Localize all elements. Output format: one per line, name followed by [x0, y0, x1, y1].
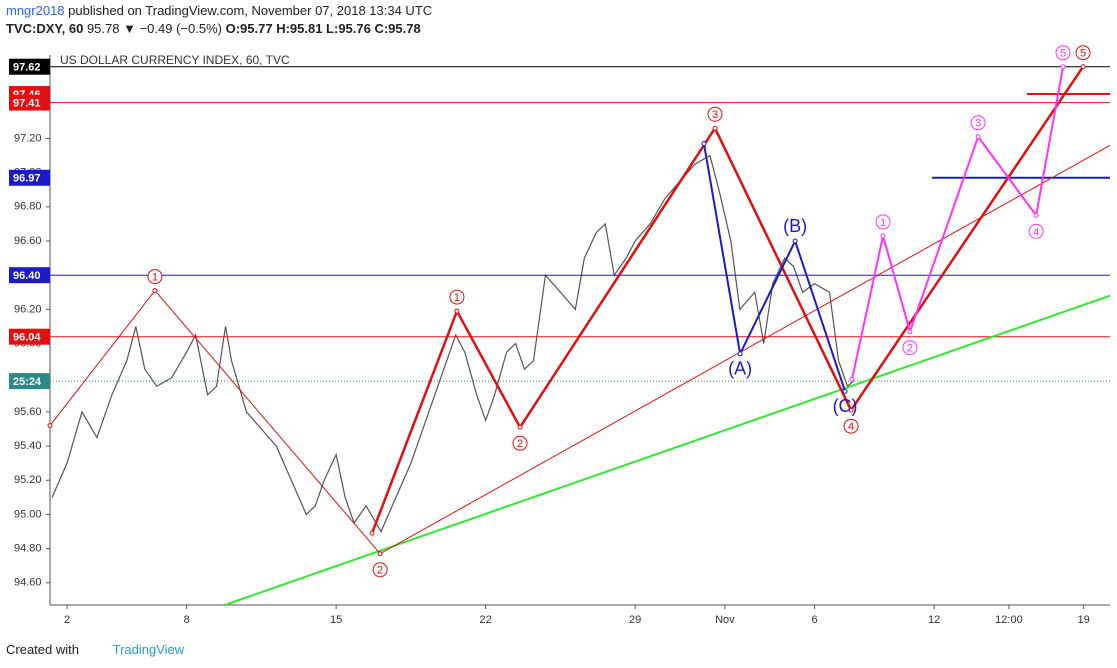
price: 95.78 — [86, 21, 120, 36]
symbol-line: TVC:DXY, 60 95.78 ▼ −0.49 (−0.5%) O:95.7… — [6, 21, 421, 36]
wave-label: 1 — [880, 217, 886, 229]
wave-label: 2 — [377, 565, 383, 577]
x-tick-label: 19 — [1078, 614, 1090, 626]
created: Created with — [6, 642, 79, 657]
wave-point — [517, 424, 523, 430]
wave-point — [1033, 212, 1039, 218]
wave-point — [701, 141, 707, 147]
x-tick-label: Nov — [715, 614, 735, 626]
wave-point — [712, 125, 718, 131]
wave-label-circle — [843, 418, 859, 434]
x-tick-label: 29 — [629, 614, 641, 626]
wave-label-circle — [512, 435, 528, 451]
wave-label: 2 — [517, 438, 523, 450]
ohlc: O:95.77 H:95.81 L:95.76 C:95.78 — [225, 21, 421, 36]
wave-label: 2 — [907, 342, 913, 354]
change: ▼ −0.49 (−0.5%) — [123, 21, 222, 36]
y-tick-label: 94.60 — [14, 577, 42, 589]
published: published on TradingView.com, November 0… — [68, 3, 433, 18]
price-label: 25:24 — [13, 376, 42, 388]
price-label: 96.04 — [13, 332, 41, 344]
price-label: 96.40 — [13, 270, 41, 282]
price-label: 97.62 — [13, 62, 41, 74]
wave-point — [737, 351, 743, 357]
wave-point — [454, 308, 460, 314]
symbol: TVC:DXY, 60 — [6, 21, 84, 36]
y-tick-label: 96.80 — [14, 201, 42, 213]
wave-label: 3 — [975, 118, 981, 130]
y-tick-label: 95.20 — [14, 474, 42, 486]
wave-point — [377, 551, 383, 557]
x-tick-label: 8 — [184, 614, 190, 626]
header-line: mngr2018 published on TradingView.com, N… — [6, 3, 432, 18]
price-label-box — [9, 267, 50, 284]
wave-point — [842, 388, 848, 394]
trendline — [224, 294, 1111, 606]
wave-label-circle — [902, 340, 918, 356]
wave-line — [370, 66, 1085, 534]
wave-label-circle — [875, 214, 891, 230]
y-tick-label: 95.40 — [14, 440, 42, 452]
price-label-box — [9, 94, 50, 111]
wave-label: 1 — [152, 271, 158, 283]
wave-label: 5 — [1080, 48, 1086, 60]
price-label-box — [9, 58, 50, 75]
wave-label: (B) — [783, 216, 807, 236]
wave-label-circle — [707, 106, 723, 122]
y-tick-label: 97.20 — [14, 132, 42, 144]
y-tick-label: 95.00 — [14, 508, 42, 520]
wave-label: 5 — [1060, 48, 1066, 60]
wave-point — [848, 407, 854, 413]
wave-label-circle — [449, 289, 465, 305]
footer: Created with TradingView — [6, 642, 184, 657]
wave-label: 1 — [454, 292, 460, 304]
y-tick-label: 95.60 — [14, 406, 42, 418]
brand[interactable]: TradingView — [112, 642, 185, 657]
wave-point — [1060, 64, 1066, 70]
y-tick-label: 96.60 — [14, 235, 42, 247]
wave-point — [47, 423, 53, 429]
x-tick-label: 6 — [812, 614, 818, 626]
price-label-box — [9, 169, 50, 186]
wave-line — [850, 66, 1065, 380]
x-tick-label: 12 — [928, 614, 940, 626]
wave-label: 4 — [1033, 226, 1039, 238]
wave-point — [369, 530, 375, 536]
wave-label: (C) — [833, 396, 858, 416]
wave-label-circle — [1055, 45, 1071, 61]
wave-label: 3 — [712, 109, 718, 121]
wave-label-circle — [1075, 45, 1091, 61]
wave-label-circle — [970, 115, 986, 131]
wave-label-circle — [372, 562, 388, 578]
chart: US DOLLAR CURRENCY INDEX, 60, TVC 94.60 9… — [9, 45, 1111, 626]
wave-point — [1080, 64, 1086, 70]
x-tick-label: 12:00 — [995, 614, 1023, 626]
x-tick-label: 22 — [480, 614, 492, 626]
wave-point — [907, 329, 913, 335]
price-line — [51, 154, 854, 533]
wave-label: (A) — [728, 359, 752, 379]
x-tick-label: 2 — [64, 614, 70, 626]
wave-point — [792, 238, 798, 244]
price-label: 96.97 — [13, 173, 41, 185]
x-tick-label: 15 — [330, 614, 342, 626]
wave-label-circle — [147, 269, 163, 285]
price-label-box — [9, 373, 50, 390]
chart-title: US DOLLAR CURRENCY INDEX, 60, TVC — [60, 53, 290, 67]
wave-point — [975, 134, 981, 140]
wave-line — [702, 143, 847, 392]
y-tick-label: 96.20 — [14, 303, 42, 315]
author[interactable]: mngr2018 — [6, 3, 65, 18]
wave-point — [152, 288, 158, 294]
wave-point — [849, 376, 855, 382]
wave-point — [880, 233, 886, 239]
wave-line — [49, 290, 381, 555]
price-label: 97.41 — [13, 98, 41, 110]
trendline — [379, 144, 1111, 555]
wave-label: 4 — [848, 421, 854, 433]
price-label-box — [9, 328, 50, 345]
y-tick-label: 94.80 — [14, 543, 42, 555]
wave-label-circle — [1028, 223, 1044, 239]
